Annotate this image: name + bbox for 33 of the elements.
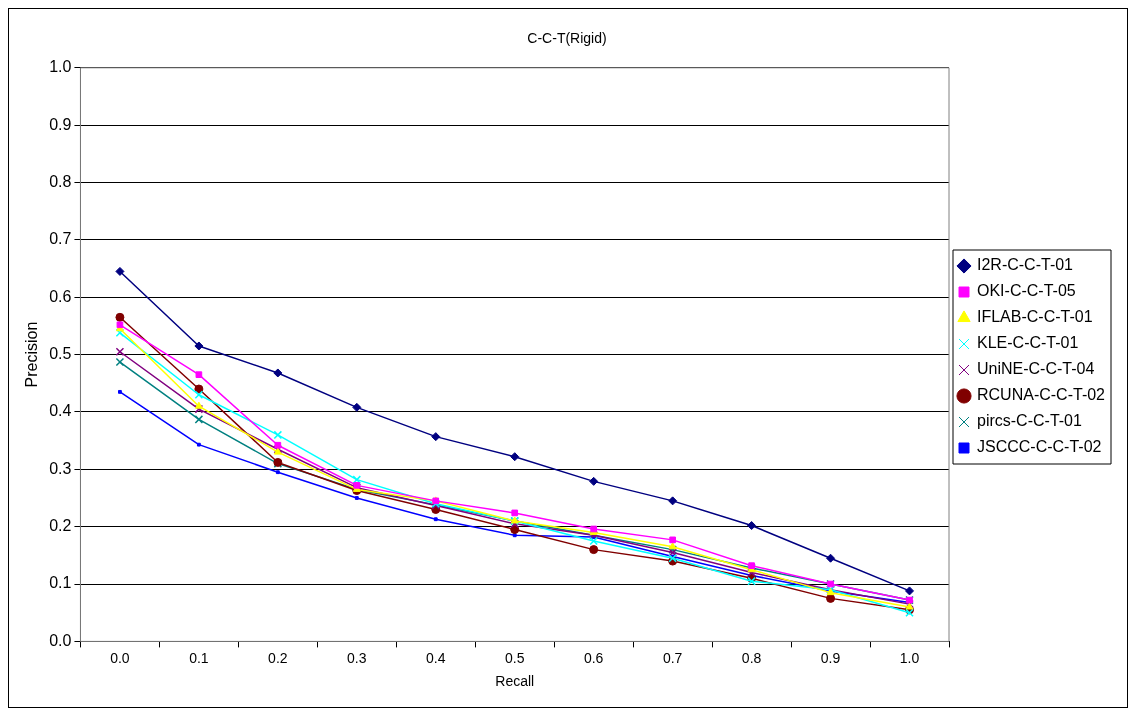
x-tick-label: 0.5 (504, 649, 525, 666)
y-tick-label: 0.9 (49, 115, 72, 133)
y-tick-label: 0.2 (49, 517, 72, 535)
x-axis-title: Recall (495, 673, 535, 690)
legend-label: I2R-C-C-T-01 (977, 256, 1074, 274)
y-tick-label: 0.7 (49, 230, 72, 248)
legend-label: OKI-C-C-T-05 (977, 282, 1076, 300)
x-tick-label: 0.6 (583, 649, 604, 666)
y-tick-label: 0.1 (49, 574, 72, 592)
legend-label: KLE-C-C-T-01 (977, 334, 1079, 352)
x-tick-label: 0.3 (347, 649, 367, 666)
x-tick-label: 0.8 (741, 649, 762, 666)
y-tick-label: 0.3 (49, 459, 72, 477)
x-tick-label: 0.4 (426, 649, 446, 666)
y-tick-label: 1.0 (49, 58, 72, 76)
chart-title: C-C-T(Rigid) (527, 30, 607, 47)
y-axis-title: Precision (23, 321, 41, 388)
legend-label: pircs-C-C-T-01 (977, 412, 1082, 430)
x-tick-label: 0.7 (662, 649, 683, 666)
x-tick-label: 0.2 (268, 649, 288, 666)
legend-label: JSCCC-C-C-T-02 (977, 438, 1102, 456)
y-tick-label: 0.0 (49, 631, 72, 649)
x-tick-label: 0.0 (110, 649, 130, 666)
y-tick-label: 0.4 (49, 402, 72, 420)
y-tick-label: 0.6 (49, 287, 72, 305)
x-tick-label: 0.1 (189, 649, 209, 666)
x-tick-label: 1.0 (899, 649, 920, 666)
legend-label: RCUNA-C-C-T-02 (977, 386, 1106, 404)
legend-label: IFLAB-C-C-T-01 (977, 308, 1093, 326)
legend-label: UniNE-C-C-T-04 (977, 360, 1095, 378)
y-tick-label: 0.8 (49, 172, 72, 190)
y-tick-label: 0.5 (49, 345, 72, 363)
x-tick-label: 0.9 (820, 649, 841, 666)
